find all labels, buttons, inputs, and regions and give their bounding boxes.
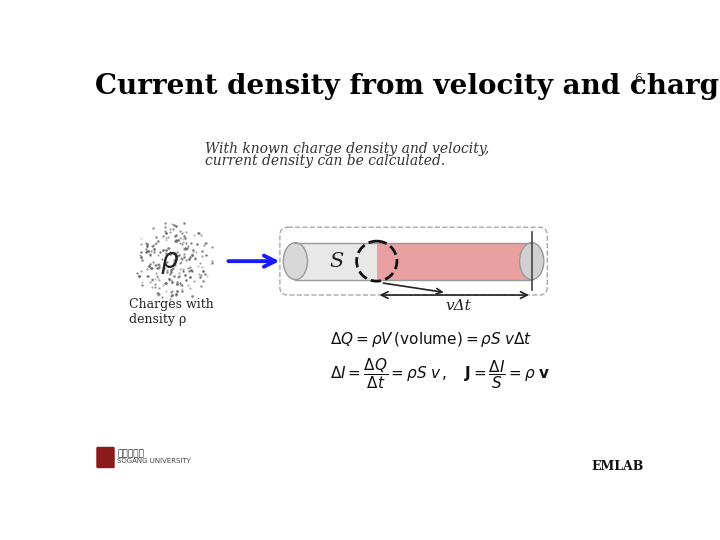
Text: $\Delta Q = \rho V\,(\mathrm{volume}) = \rho S\; v\Delta t$: $\Delta Q = \rho V\,(\mathrm{volume}) = …: [330, 330, 533, 349]
Ellipse shape: [520, 242, 544, 280]
Text: $\Delta I = \dfrac{\Delta Q}{\Delta t} = \rho S\; v\,,\quad\mathbf{J} = \dfrac{\: $\Delta I = \dfrac{\Delta Q}{\Delta t} =…: [330, 356, 550, 390]
Text: With known charge density and velocity,: With known charge density and velocity,: [204, 142, 489, 156]
Text: Charges with
density ρ: Charges with density ρ: [129, 298, 214, 326]
Ellipse shape: [283, 242, 307, 280]
Bar: [377, 242, 532, 280]
Text: S: S: [329, 252, 343, 271]
Text: current density can be calculated.: current density can be calculated.: [204, 154, 445, 168]
Text: EMLAB: EMLAB: [591, 460, 644, 473]
Bar: [295, 242, 377, 280]
Text: $\rho$: $\rho$: [160, 249, 179, 276]
Text: vΔt: vΔt: [445, 299, 471, 313]
Text: SOGANG UNIVERSITY: SOGANG UNIVERSITY: [117, 458, 191, 464]
Text: Current density from velocity and charge density: Current density from velocity and charge…: [94, 72, 720, 99]
Text: 서강대학교: 서강대학교: [117, 450, 144, 459]
Text: 6: 6: [634, 72, 642, 85]
FancyBboxPatch shape: [97, 448, 114, 468]
